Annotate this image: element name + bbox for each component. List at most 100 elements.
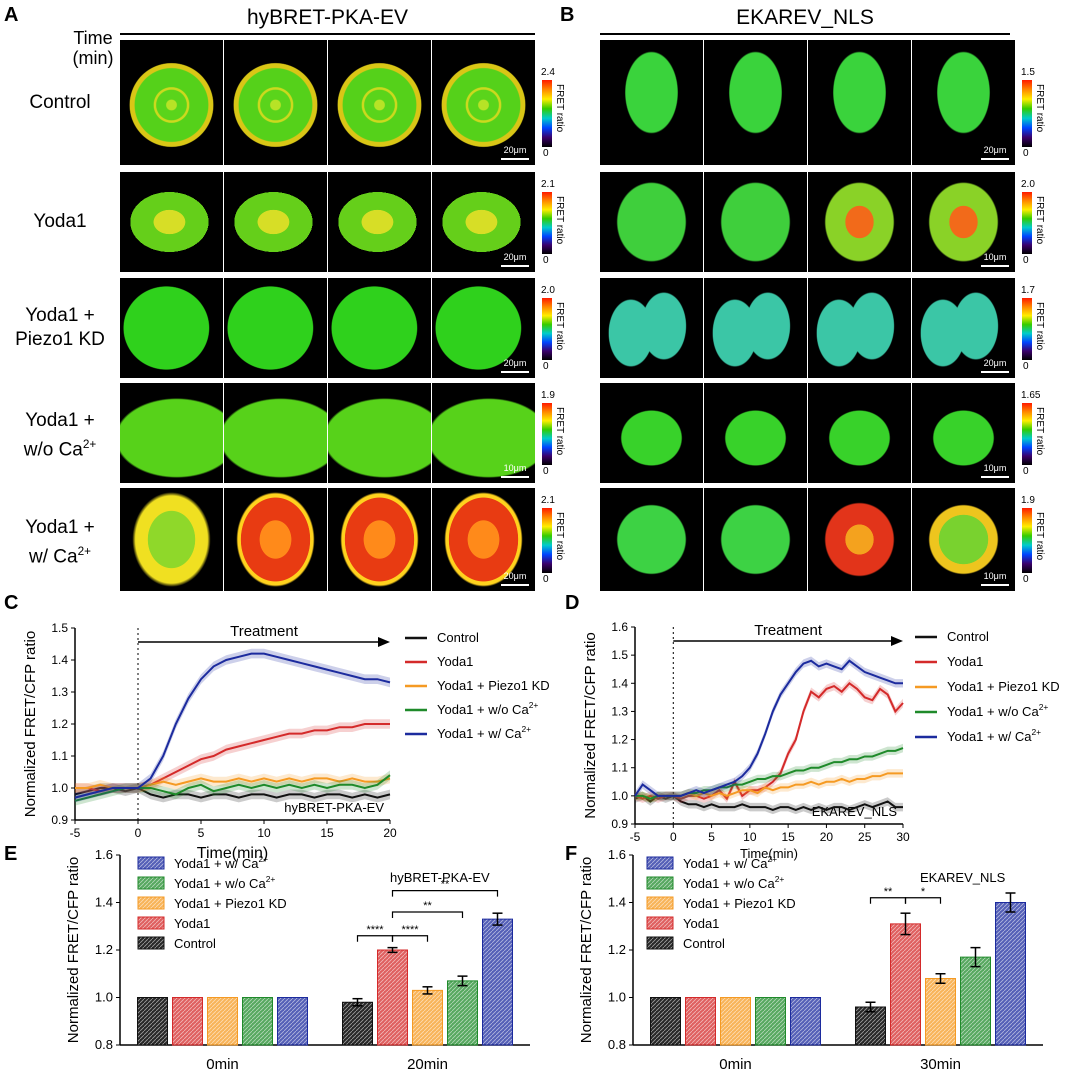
micrograph-a-row5-t1: [120, 488, 223, 591]
category-label: 0min: [206, 1056, 239, 1073]
legend-label: Control: [174, 936, 216, 951]
panel-letter: F: [565, 843, 577, 865]
micrograph-b-row5-t3: [808, 488, 911, 591]
scale-bar: [501, 584, 529, 586]
legend-label: Yoda1 + Piezo1 KD: [683, 896, 796, 911]
scale-bar: [501, 371, 529, 373]
legend-swatch: [646, 936, 674, 950]
colorbar-axis-label: FRET ratio: [1034, 84, 1045, 133]
bar: [650, 997, 681, 1046]
micrograph-a-row5-t2: [224, 488, 327, 591]
colorbar: [542, 298, 552, 360]
micrograph-b-row2-t2: [704, 172, 807, 272]
micrograph-b-row1-t1: [600, 40, 703, 165]
panel-letter-a: A: [4, 4, 19, 26]
panel-a-header-line: [120, 33, 535, 35]
chart-f: F 0.8 1.0 1.2 1.4 1.6 Normalized FRET/CFP rati…: [565, 843, 1043, 1073]
micrograph-a-row2-t3: [328, 172, 431, 272]
colorbar-min: 0: [1023, 574, 1029, 585]
scale-bar-label: 20μm: [503, 145, 527, 155]
x-tick-label: 10: [257, 826, 271, 840]
series-line: [634, 681, 904, 801]
y-tick-label: 1.1: [51, 749, 68, 763]
scale-bar-label: 10μm: [983, 252, 1007, 262]
y-tick-label: 1.1: [611, 761, 628, 775]
treatment-arrowhead: [891, 636, 903, 646]
chart-c: C 0.9 1.0 1.1 1.2 1.3 1.4 1.5 -5 0 5 10 15 20 Time(min…: [4, 595, 550, 862]
micrograph-a-row4-t2: [224, 383, 327, 483]
series-line: [74, 786, 391, 799]
series-error-band: [75, 770, 390, 806]
legend-label: Yoda1 + w/ Ca2+: [947, 727, 1041, 744]
y-tick-label: 1.6: [608, 847, 626, 862]
row-label-2: Yoda1: [33, 211, 87, 232]
legend-swatch: [646, 856, 674, 870]
row-label-3: Yoda1 + Piezo1 KD: [15, 305, 105, 350]
y-tick-label: 0.9: [51, 813, 68, 827]
significance-label: **: [884, 886, 893, 898]
colorbar-max: 2.0: [541, 285, 555, 296]
significance-label: ****: [366, 924, 384, 936]
legend-label: Yoda1 + w/o Ca2+: [437, 700, 538, 717]
legend-swatch: [137, 916, 165, 930]
colorbar: [1022, 192, 1032, 254]
bar: [960, 956, 991, 1046]
legend-label: Yoda1 + w/ Ca2+: [683, 854, 777, 871]
colorbar-min: 0: [543, 148, 549, 159]
y-axis-label: Normalized FRET/CFP ratio: [65, 857, 82, 1043]
category-label: 0min: [719, 1056, 752, 1073]
significance-label: **: [423, 900, 432, 912]
micrograph-b-row2-t3: [808, 172, 911, 272]
bar: [855, 1006, 886, 1046]
legend-swatch: [646, 916, 674, 930]
treatment-arrowhead: [378, 637, 390, 647]
colorbar-max: 2.0: [1021, 179, 1035, 190]
significance-bracket: [391, 890, 499, 897]
colorbar-min: 0: [1023, 466, 1029, 477]
colorbar-axis-label: FRET ratio: [554, 302, 565, 351]
significance-label: **: [441, 879, 450, 891]
bar: [890, 923, 921, 1046]
scale-bar-label: 20μm: [983, 145, 1007, 155]
bar: [685, 997, 716, 1046]
y-tick-label: 1.4: [51, 653, 68, 667]
chart-d: D 0.9 1.0 1.1 1.2 1.3 1.4 1.5 1.6 -5 0 5 10 15 20 25 30 T…: [565, 595, 1060, 861]
micrograph-a-row3-t1: [120, 278, 223, 378]
time-label: Time (min): [72, 28, 114, 68]
scale-bar-label: 10μm: [983, 463, 1007, 473]
x-tick-label: 5: [198, 826, 205, 840]
legend-swatch: [137, 856, 165, 870]
micrograph-a-row3-t3: [328, 278, 431, 378]
x-tick-label: -5: [70, 826, 81, 840]
row-label-1: Control: [29, 91, 91, 113]
y-tick-label: 1.2: [611, 733, 628, 747]
treatment-label: Treatment: [754, 622, 823, 639]
significance-bracket: [356, 935, 394, 942]
legend-swatch: [646, 876, 674, 890]
y-tick-label: 1.4: [611, 676, 628, 690]
micrograph-a-row2-t1: [120, 172, 223, 272]
colorbar: [542, 192, 552, 254]
legend-label: Control: [683, 936, 725, 951]
series-error-band: [635, 743, 903, 803]
series-error-band: [75, 719, 390, 796]
x-tick-label: 20: [383, 826, 397, 840]
row-label-5: Yoda1 + w/ Ca2+: [25, 516, 95, 567]
x-tick-label: 15: [320, 826, 334, 840]
scale-bar-label: 20μm: [503, 252, 527, 262]
legend-swatch: [137, 896, 165, 910]
x-tick-label: 30: [896, 830, 910, 844]
micrograph-b-row4-t3: [808, 383, 911, 483]
y-tick-label: 1.0: [611, 789, 628, 803]
bar: [207, 997, 238, 1046]
scale-bar: [981, 584, 1009, 586]
colorbar: [1022, 403, 1032, 465]
micrograph-b-row4-t4: [912, 383, 1015, 483]
significance-bracket: [391, 911, 464, 918]
bar: [277, 997, 308, 1046]
colorbar: [1022, 508, 1032, 573]
scale-bar-label: 20μm: [983, 358, 1007, 368]
x-axis-label: Time(min): [197, 845, 268, 862]
scale-bar-label: 20μm: [503, 358, 527, 368]
y-tick-label: 1.4: [608, 895, 626, 910]
